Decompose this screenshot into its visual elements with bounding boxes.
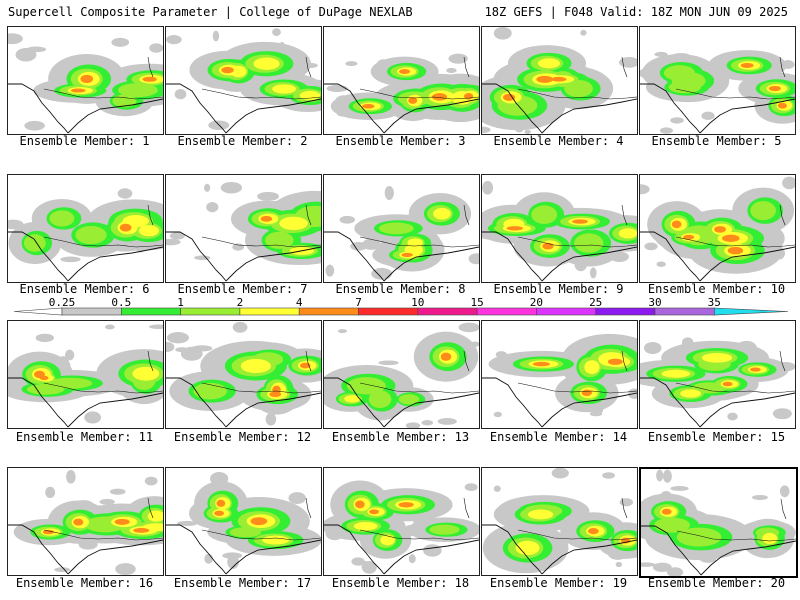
ensemble-member-label: Ensemble Member: 4 xyxy=(493,134,624,148)
color-scale-segment xyxy=(536,307,597,316)
ensemble-member-panel[interactable] xyxy=(165,467,322,576)
ensemble-member-panel[interactable] xyxy=(7,320,164,429)
color-scale-tick-label: 25 xyxy=(589,298,602,309)
parameter-map xyxy=(482,27,637,134)
ensemble-member-panel[interactable] xyxy=(639,320,796,429)
ensemble-member-label: Ensemble Member: 7 xyxy=(177,282,308,296)
ensemble-member-panel[interactable] xyxy=(165,26,322,135)
color-scale-tick-label: 35 xyxy=(708,298,721,309)
color-scale-tick-label: 4 xyxy=(296,298,303,309)
map-title: Supercell Composite Parameter | College … xyxy=(8,5,413,19)
ensemble-member-panel[interactable] xyxy=(481,174,638,283)
color-scale-segment xyxy=(180,307,241,316)
ensemble-member-panel[interactable] xyxy=(7,26,164,135)
ensemble-member-panel[interactable] xyxy=(481,320,638,429)
ensemble-member-label: Ensemble Member: 11 xyxy=(15,430,154,444)
ensemble-member-panel[interactable] xyxy=(323,26,480,135)
ensemble-member-panel[interactable] xyxy=(639,26,796,135)
parameter-map xyxy=(166,471,321,575)
parameter-map xyxy=(324,186,479,282)
ensemble-member-label: Ensemble Member: 13 xyxy=(331,430,470,444)
parameter-map xyxy=(8,470,163,575)
ensemble-member-label: Ensemble Member: 9 xyxy=(493,282,624,296)
ensemble-member-panel[interactable] xyxy=(165,174,322,283)
ensemble-member-label: Ensemble Member: 15 xyxy=(647,430,786,444)
color-scale-tick-label: 2 xyxy=(237,298,244,309)
ensemble-member-panel[interactable] xyxy=(7,467,164,576)
ensemble-member-panel[interactable] xyxy=(481,26,638,135)
ensemble-member-label: Ensemble Member: 16 xyxy=(15,576,154,590)
color-scale-tick-label: 20 xyxy=(530,298,543,309)
color-scale-tick-label: 0.5 xyxy=(111,298,131,309)
parameter-map xyxy=(482,333,637,428)
parameter-map xyxy=(8,33,163,134)
parameter-map xyxy=(640,50,795,134)
parameter-map xyxy=(640,337,795,428)
valid-time-label: 18Z GEFS | F048 Valid: 18Z MON JUN 09 20… xyxy=(484,5,788,19)
ensemble-member-panel[interactable] xyxy=(7,174,164,283)
color-scale-segment xyxy=(713,307,788,316)
color-scale-segment xyxy=(298,307,359,316)
color-scale-segment xyxy=(654,307,715,316)
color-scale-legend: 0.25 0.5 1 2 4 7 10 15 20 25 30 35 xyxy=(14,298,788,316)
ensemble-member-label: Ensemble Member: 8 xyxy=(335,282,466,296)
ensemble-member-panel[interactable] xyxy=(639,174,796,283)
color-scale-segment xyxy=(239,307,300,316)
color-scale-segment xyxy=(595,307,656,316)
parameter-map xyxy=(324,53,479,134)
parameter-map xyxy=(482,468,637,575)
ensemble-member-label: Ensemble Member: 19 xyxy=(489,576,628,590)
color-scale-tick-label: 0.25 xyxy=(49,298,76,309)
ensemble-member-label: Ensemble Member: 1 xyxy=(19,134,150,148)
ensemble-member-label: Ensemble Member: 18 xyxy=(331,576,470,590)
ensemble-member-panel[interactable] xyxy=(165,320,322,429)
ensemble-member-label: Ensemble Member: 5 xyxy=(651,134,782,148)
parameter-map xyxy=(166,321,321,428)
color-scale-tick-label: 30 xyxy=(648,298,661,309)
parameter-map xyxy=(8,324,163,428)
color-scale-segment xyxy=(476,307,537,316)
ensemble-member-label: Ensemble Member: 3 xyxy=(335,134,466,148)
ensemble-member-label: Ensemble Member: 17 xyxy=(173,576,312,590)
ensemble-member-panel[interactable] xyxy=(323,320,480,429)
ensemble-member-label: Ensemble Member: 2 xyxy=(177,134,308,148)
parameter-map xyxy=(166,28,321,134)
parameter-map xyxy=(482,180,637,282)
color-scale-tick-label: 7 xyxy=(355,298,362,309)
color-scale-segment xyxy=(358,307,419,316)
parameter-map xyxy=(324,322,479,428)
color-scale-segment xyxy=(121,307,181,316)
ensemble-member-panel[interactable] xyxy=(323,467,480,576)
color-scale-segment xyxy=(61,307,122,316)
color-scale-tick-label: 10 xyxy=(411,298,424,309)
ensemble-member-panel[interactable] xyxy=(323,174,480,283)
parameter-map xyxy=(641,469,796,576)
ensemble-member-panel[interactable] xyxy=(639,467,798,578)
parameter-map xyxy=(324,480,479,575)
ensemble-member-panel[interactable] xyxy=(481,467,638,576)
ensemble-member-label: Ensemble Member: 20 xyxy=(647,576,786,590)
parameter-map xyxy=(166,181,321,282)
ensemble-member-label: Ensemble Member: 10 xyxy=(647,282,786,296)
parameter-map xyxy=(640,176,795,282)
color-scale-segment xyxy=(417,307,478,316)
parameter-map xyxy=(8,188,163,282)
ensemble-member-label: Ensemble Member: 6 xyxy=(19,282,150,296)
ensemble-member-label: Ensemble Member: 12 xyxy=(173,430,312,444)
color-scale-tick-label: 15 xyxy=(470,298,483,309)
color-scale-tick-label: 1 xyxy=(177,298,184,309)
ensemble-member-label: Ensemble Member: 14 xyxy=(489,430,628,444)
